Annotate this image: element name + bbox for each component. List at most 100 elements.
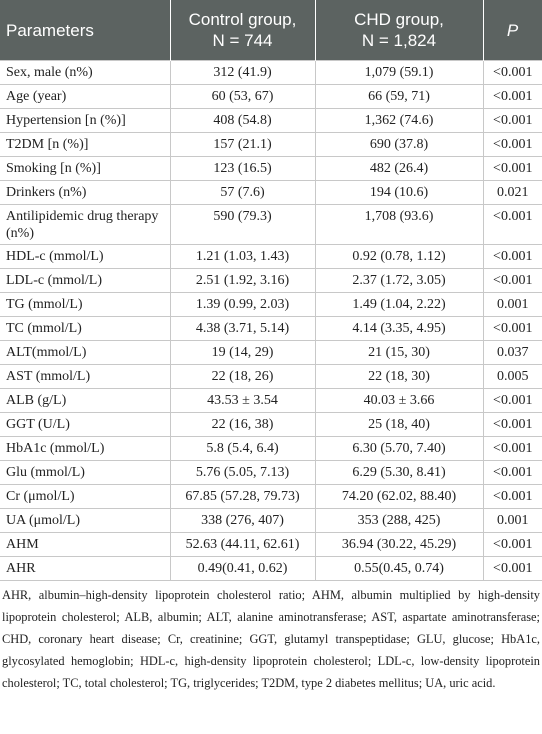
row-label: GGT (U/L)	[0, 412, 171, 437]
header-cell: Control group, N = 744	[170, 0, 316, 61]
row-label: UA (μmol/L)	[0, 508, 171, 533]
row-label: Antilipidemic drug therapy (n%)	[0, 204, 171, 245]
cell: 60 (53, 67)	[169, 84, 316, 109]
cell: 67.85 (57.28, 79.73)	[169, 484, 316, 509]
cell: 36.94 (30.22, 45.29)	[314, 532, 484, 557]
cell: 5.8 (5.4, 6.4)	[169, 436, 316, 461]
row-label: Glu (mmol/L)	[0, 460, 171, 485]
header-text: N = 1,824	[361, 31, 437, 50]
header-row: Parameters Control group, N = 744 CHD group…	[0, 0, 542, 61]
cell: 6.29 (5.30, 8.41)	[314, 460, 484, 485]
row-label: Hypertension [n (%)]	[0, 108, 171, 133]
cell: 1.21 (1.03, 1.43)	[169, 244, 316, 269]
cell: <0.001	[482, 156, 542, 181]
cell: 312 (41.9)	[169, 60, 316, 85]
cell: <0.001	[482, 204, 542, 245]
cell: 0.005	[482, 364, 542, 389]
row-label: HDL-c (mmol/L)	[0, 244, 171, 269]
cell: 194 (10.6)	[314, 180, 484, 205]
table-body: Sex, male (n%) 312 (41.9) 1,079 (59.1) <0.0…	[0, 60, 542, 581]
row-label: Smoking [n (%)]	[0, 156, 171, 181]
row-label: TC (mmol/L)	[0, 316, 171, 341]
cell: 0.55(0.45, 0.74)	[314, 556, 484, 581]
row-label: T2DM [n (%)]	[0, 132, 171, 157]
cell: 1,708 (93.6)	[314, 204, 484, 245]
cell: <0.001	[482, 60, 542, 85]
cell: <0.001	[482, 436, 542, 461]
row-label: Drinkers (n%)	[0, 180, 171, 205]
row-label: TG (mmol/L)	[0, 292, 171, 317]
cell: 22 (16, 38)	[169, 412, 316, 437]
row-label: Sex, male (n%)	[0, 60, 171, 85]
cell: 123 (16.5)	[169, 156, 316, 181]
header-text: Control group,	[188, 10, 297, 29]
header-cell: CHD group, N = 1,824	[315, 0, 484, 61]
table-row: Age (year) 60 (53, 67) 66 (59, 71) <0.001	[0, 84, 542, 109]
cell: 40.03 ± 3.66	[314, 388, 484, 413]
table-row: Sex, male (n%) 312 (41.9) 1,079 (59.1) <0.0…	[0, 60, 542, 85]
cell: <0.001	[482, 388, 542, 413]
table-row: ALT(mmol/L) 19 (14, 29) 21 (15, 30) 0.037	[0, 340, 542, 365]
table-row: LDL-c (mmol/L) 2.51 (1.92, 3.16) 2.37 (1.7…	[0, 268, 542, 293]
cell: 57 (7.6)	[169, 180, 316, 205]
cell: 353 (288, 425)	[314, 508, 484, 533]
table-row: Cr (μmol/L) 67.85 (57.28, 79.73) 74.20 (62…	[0, 484, 542, 509]
cell: 338 (276, 407)	[169, 508, 316, 533]
cell: <0.001	[482, 484, 542, 509]
table-row: T2DM [n (%)] 157 (21.1) 690 (37.8) <0.001	[0, 132, 542, 157]
table-row: HDL-c (mmol/L) 1.21 (1.03, 1.43) 0.92 (0.7…	[0, 244, 542, 269]
table-row: AST (mmol/L) 22 (18, 26) 22 (18, 30) 0.005	[0, 364, 542, 389]
cell: 25 (18, 40)	[314, 412, 484, 437]
cell: 5.76 (5.05, 7.13)	[169, 460, 316, 485]
cell: 4.14 (3.35, 4.95)	[314, 316, 484, 341]
row-label: LDL-c (mmol/L)	[0, 268, 171, 293]
cell: <0.001	[482, 556, 542, 581]
cell: <0.001	[482, 412, 542, 437]
cell: 2.51 (1.92, 3.16)	[169, 268, 316, 293]
cell: 6.30 (5.70, 7.40)	[314, 436, 484, 461]
table-row: AHM 52.63 (44.11, 62.61) 36.94 (30.22, 45.…	[0, 532, 542, 557]
cell: 66 (59, 71)	[314, 84, 484, 109]
row-label: ALB (g/L)	[0, 388, 171, 413]
row-label: Cr (μmol/L)	[0, 484, 171, 509]
header-text: P	[506, 20, 519, 40]
cell: 590 (79.3)	[169, 204, 316, 245]
cell: <0.001	[482, 460, 542, 485]
row-label: AHR	[0, 556, 171, 581]
cell: 1,362 (74.6)	[314, 108, 484, 133]
cell: 1.49 (1.04, 2.22)	[314, 292, 484, 317]
cell: <0.001	[482, 244, 542, 269]
cell: <0.001	[482, 316, 542, 341]
cell: 157 (21.1)	[169, 132, 316, 157]
data-table: Parameters Control group, N = 744 CHD group…	[0, 0, 542, 581]
cell: 0.001	[482, 292, 542, 317]
table-row: Antilipidemic drug therapy (n%) 590 (79.3…	[0, 204, 542, 245]
table-row: Hypertension [n (%)] 408 (54.8) 1,362 (74.…	[0, 108, 542, 133]
row-label: Age (year)	[0, 84, 171, 109]
cell: 74.20 (62.02, 88.40)	[314, 484, 484, 509]
cell: 21 (15, 30)	[314, 340, 484, 365]
header-cell: P	[483, 0, 542, 61]
table-row: Drinkers (n%) 57 (7.6) 194 (10.6) 0.021	[0, 180, 542, 205]
table-row: Glu (mmol/L) 5.76 (5.05, 7.13) 6.29 (5.30,…	[0, 460, 542, 485]
header-cell: Parameters	[0, 0, 171, 61]
table-row: AHR 0.49(0.41, 0.62) 0.55(0.45, 0.74) <0.00…	[0, 556, 542, 581]
cell: <0.001	[482, 84, 542, 109]
cell: 0.037	[482, 340, 542, 365]
cell: 19 (14, 29)	[169, 340, 316, 365]
cell: 0.92 (0.78, 1.12)	[314, 244, 484, 269]
cell: 2.37 (1.72, 3.05)	[314, 268, 484, 293]
cell: <0.001	[482, 532, 542, 557]
table-row: ALB (g/L) 43.53 ± 3.54 40.03 ± 3.66 <0.001	[0, 388, 542, 413]
row-label: ALT(mmol/L)	[0, 340, 171, 365]
cell: 43.53 ± 3.54	[169, 388, 316, 413]
cell: 0.001	[482, 508, 542, 533]
cell: <0.001	[482, 132, 542, 157]
table-row: TG (mmol/L) 1.39 (0.99, 2.03) 1.49 (1.04, …	[0, 292, 542, 317]
cell: 22 (18, 30)	[314, 364, 484, 389]
cell: 408 (54.8)	[169, 108, 316, 133]
header-text: CHD group,	[354, 10, 444, 29]
cell: 0.021	[482, 180, 542, 205]
row-label: AHM	[0, 532, 171, 557]
